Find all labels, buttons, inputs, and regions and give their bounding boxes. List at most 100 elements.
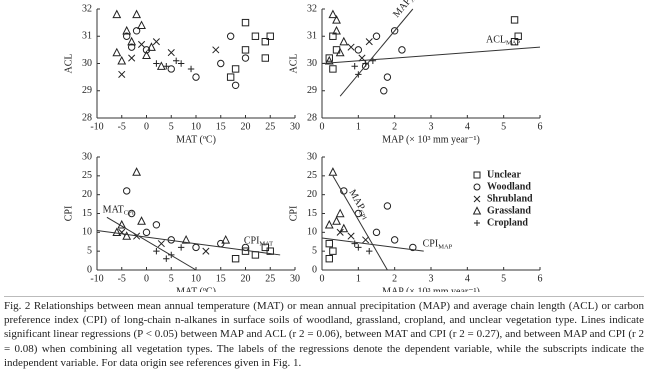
data-point: [339, 36, 349, 46]
data-point: [137, 216, 146, 225]
data-point: [122, 25, 132, 35]
data-point: [325, 54, 333, 62]
regression-label-sub: MAP: [438, 244, 452, 251]
data-point: [112, 47, 122, 57]
x-tick-label: 4: [465, 273, 470, 284]
legend-label: Shrubland: [487, 193, 533, 204]
y-tick-label: 31: [307, 31, 317, 42]
data-point: [351, 240, 358, 247]
data-point: [167, 49, 175, 57]
regression-label-main: CPI: [244, 236, 260, 247]
data-point: [332, 216, 341, 225]
data-point: [261, 243, 270, 252]
data-point: [251, 32, 260, 40]
data-point: [142, 228, 151, 237]
legend-item: Shrubland: [473, 193, 533, 204]
data-point: [383, 202, 392, 210]
x-tick-label: -5: [118, 121, 126, 132]
legend-marker: [473, 171, 481, 179]
data-point: [347, 232, 355, 240]
x-tick-label: 5: [501, 273, 506, 284]
y-tick-label: 28: [82, 112, 92, 123]
y-tick-label: 5: [87, 245, 92, 256]
data-point: [325, 255, 333, 263]
data-point: [127, 36, 137, 46]
data-point: [365, 38, 373, 46]
y-tick-label: 30: [82, 58, 92, 69]
data-point: [152, 38, 160, 46]
regression-label-sub: ACL: [409, 0, 423, 4]
y-tick-label: 30: [307, 58, 317, 69]
data-point: [325, 239, 333, 248]
regression-label-sub: MAP: [506, 40, 520, 47]
data-point: [328, 167, 338, 176]
data-point: [187, 65, 195, 73]
legend-marker: [472, 206, 482, 215]
data-point: [132, 27, 141, 35]
data-point: [153, 247, 160, 255]
x-tick-label: 15: [216, 273, 226, 284]
x-tick-label: 25: [265, 121, 275, 132]
data-point: [167, 65, 175, 73]
regression-label-main: CPI: [423, 239, 439, 250]
legend-label: Grassland: [487, 205, 531, 216]
legend-item: Grassland: [472, 205, 531, 216]
data-point: [372, 32, 381, 40]
data-point: [241, 18, 250, 27]
y-axis-label: ACL: [288, 54, 299, 74]
data-point: [177, 60, 185, 67]
regression-label: CPIMAT: [244, 236, 273, 248]
data-point: [324, 219, 334, 229]
regression-label-main: ACL: [486, 35, 506, 46]
y-tick-label: 32: [82, 3, 92, 14]
x-tick-label: 0: [320, 273, 325, 284]
data-point: [355, 244, 362, 251]
data-point: [128, 54, 136, 62]
series: [153, 57, 195, 73]
data-point: [261, 38, 270, 46]
y-tick-label: 0: [312, 264, 317, 275]
legend-label: Woodland: [487, 181, 531, 192]
data-point: [153, 60, 160, 67]
x-tick-label: 30: [290, 273, 300, 284]
legend-marker: [474, 220, 480, 226]
data-point: [409, 243, 417, 252]
y-tick-label: 25: [307, 170, 317, 181]
x-tick-label: 5: [169, 273, 174, 284]
regression-line: [339, 8, 414, 97]
y-axis-label: CPI: [63, 206, 74, 222]
x-tick-label: 15: [216, 121, 226, 132]
data-point: [163, 255, 170, 262]
y-tick-label: 0: [87, 264, 92, 275]
data-point: [217, 59, 225, 68]
x-tick-label: 2: [392, 273, 397, 284]
x-tick-label: 6: [538, 273, 543, 284]
y-tick-label: 29: [307, 85, 317, 96]
y-tick-label: 28: [307, 112, 317, 123]
data-point: [351, 63, 358, 70]
x-tick-label: 10: [191, 121, 201, 132]
series: [324, 9, 349, 65]
data-point: [117, 55, 127, 65]
series: [351, 240, 373, 255]
x-axis-label: MAT (ºC): [176, 286, 216, 292]
data-point: [328, 9, 338, 19]
data-point: [221, 234, 231, 244]
data-point: [261, 54, 270, 62]
caption: Fig. 2 Relationships between mean annual…: [4, 296, 644, 370]
data-point: [390, 236, 399, 244]
data-point: [329, 65, 337, 73]
data-point: [181, 234, 191, 244]
data-point: [231, 255, 240, 263]
regression-label-sub: CPI: [124, 210, 134, 217]
data-point: [369, 57, 377, 64]
data-point: [336, 228, 344, 236]
y-tick-label: 29: [82, 85, 92, 96]
series: [123, 27, 250, 90]
data-point: [137, 40, 146, 48]
data-point: [390, 27, 399, 35]
y-tick-label: 20: [307, 189, 317, 200]
regression-line: [106, 216, 197, 271]
